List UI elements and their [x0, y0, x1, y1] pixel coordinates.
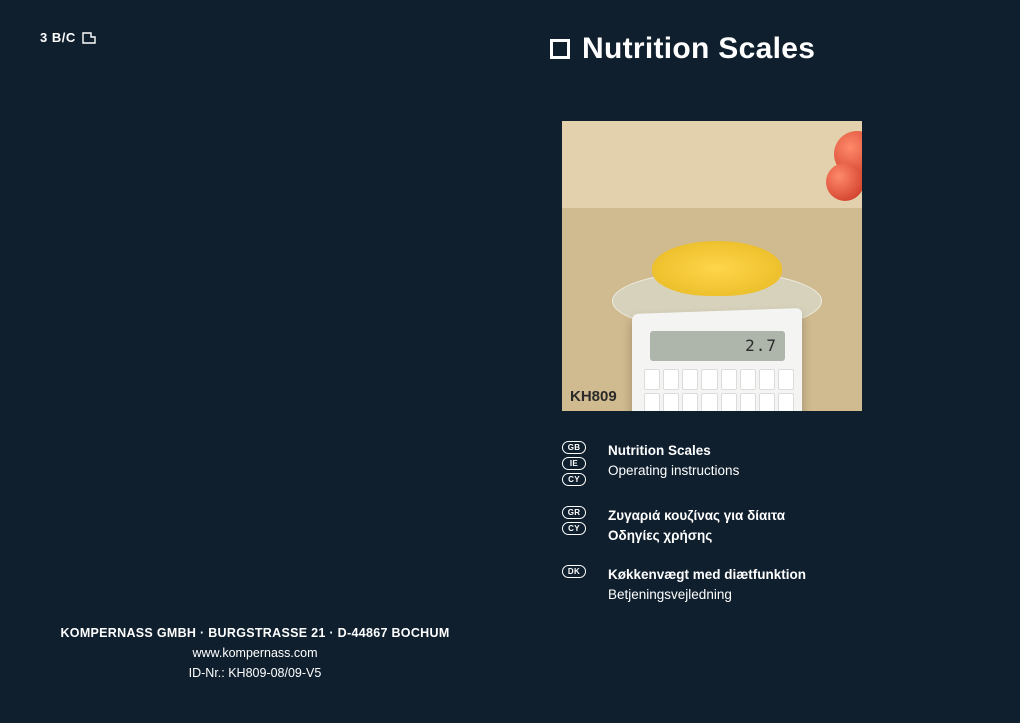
model-label: KH809	[570, 388, 617, 405]
country-badge: CY	[562, 473, 586, 486]
lang-text: Nutrition Scales Operating instructions	[608, 441, 739, 480]
lang-subtitle: Operating instructions	[608, 461, 739, 481]
country-badge: IE	[562, 457, 586, 470]
corner-icon	[82, 32, 96, 44]
lang-subtitle: Betjeningsvejledning	[608, 585, 806, 605]
photo-tomato	[826, 163, 862, 201]
badge-column: DK	[562, 565, 594, 578]
country-badge: GR	[562, 506, 586, 519]
lang-title: Nutrition Scales	[608, 441, 739, 461]
lang-text: Ζυγαριά κουζίνας για δίαιτα Οδηγίες χρήσ…	[608, 506, 785, 545]
country-badge: GB	[562, 441, 586, 454]
code-text: 3 B/C	[40, 30, 76, 45]
photo-pasta	[652, 241, 782, 296]
country-badge: CY	[562, 522, 586, 535]
title-row: Nutrition Scales	[550, 32, 980, 66]
lang-block-gr: GR CY Ζυγαριά κουζίνας για δίαιτα Οδηγίε…	[562, 506, 980, 545]
photo-lcd-readout: 2.7	[650, 331, 785, 361]
company-line: KOMPERNASS GMBH · BURGSTRASSE 21 · D-448…	[40, 623, 470, 643]
page-spread: 3 B/C KOMPERNASS GMBH · BURGSTRASSE 21 ·…	[0, 0, 1020, 723]
lang-title: Ζυγαριά κουζίνας για δίαιτα	[608, 506, 785, 526]
id-number-line: ID-Nr.: KH809-08/09-V5	[40, 663, 470, 683]
website-line: www.kompernass.com	[40, 643, 470, 663]
language-list: GB IE CY Nutrition Scales Operating inst…	[562, 441, 980, 604]
photo-keypad	[644, 369, 794, 411]
badge-column: GB IE CY	[562, 441, 594, 486]
lang-block-en: GB IE CY Nutrition Scales Operating inst…	[562, 441, 980, 486]
product-photo: 2.7 KH809	[562, 121, 862, 411]
back-cover-page: 3 B/C KOMPERNASS GMBH · BURGSTRASSE 21 ·…	[0, 0, 510, 723]
imprint-footer: KOMPERNASS GMBH · BURGSTRASSE 21 · D-448…	[40, 623, 470, 693]
country-badge: DK	[562, 565, 586, 578]
main-title: Nutrition Scales	[582, 32, 815, 66]
page-code: 3 B/C	[40, 30, 470, 45]
lang-block-dk: DK Køkkenvægt med diætfunktion Betjening…	[562, 565, 980, 604]
square-bullet-icon	[550, 39, 570, 59]
front-cover-page: Nutrition Scales 2.7 KH809 GB IE CY	[510, 0, 1020, 723]
lang-title: Køkkenvægt med diætfunktion	[608, 565, 806, 585]
lang-text: Køkkenvægt med diætfunktion Betjeningsve…	[608, 565, 806, 604]
lang-subtitle: Οδηγίες χρήσης	[608, 526, 785, 546]
badge-column: GR CY	[562, 506, 594, 535]
